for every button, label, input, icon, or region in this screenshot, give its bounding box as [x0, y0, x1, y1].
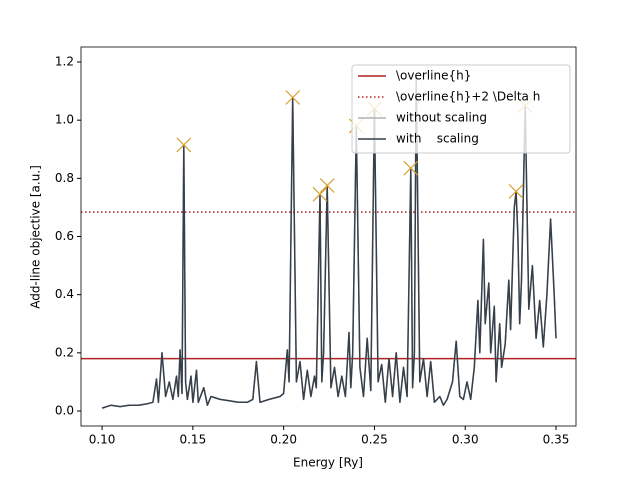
- y-tick-label: 0.2: [55, 345, 74, 359]
- legend-label: \overline{h}: [396, 69, 471, 83]
- legend-label: \overline{h}+2 \Delta h: [396, 90, 540, 104]
- y-tick-label: 0.4: [55, 287, 74, 301]
- series-line: [101, 75, 557, 409]
- x-tick-label: 0.20: [270, 433, 297, 447]
- peak-marker: [403, 160, 419, 176]
- x-tick-label: 0.35: [543, 433, 570, 447]
- y-tick-label: 0.6: [55, 229, 74, 243]
- peak-marker: [176, 137, 192, 153]
- plot-frame: [80, 46, 577, 427]
- peak-marker: [319, 178, 335, 194]
- legend-label: with scaling: [396, 132, 479, 146]
- y-tick-label: 1.2: [55, 55, 74, 69]
- x-tick-label: 0.15: [179, 433, 206, 447]
- y-tick-label: 0.0: [55, 403, 74, 417]
- x-tick-label: 0.25: [361, 433, 388, 447]
- legend-box: [351, 64, 571, 154]
- y-tick-label: 0.8: [55, 171, 74, 185]
- y-axis-label: Add-line objective [a.u.]: [29, 165, 43, 309]
- peak-marker: [508, 183, 524, 199]
- legend-label: without scaling: [396, 111, 487, 125]
- x-axis-label: Energy [Ry]: [293, 456, 363, 470]
- peak-marker: [312, 186, 328, 202]
- peak-marker: [285, 90, 301, 105]
- y-tick-label: 1.0: [55, 113, 74, 127]
- x-tick-label: 0.30: [452, 433, 479, 447]
- x-tick-label: 0.10: [89, 433, 116, 447]
